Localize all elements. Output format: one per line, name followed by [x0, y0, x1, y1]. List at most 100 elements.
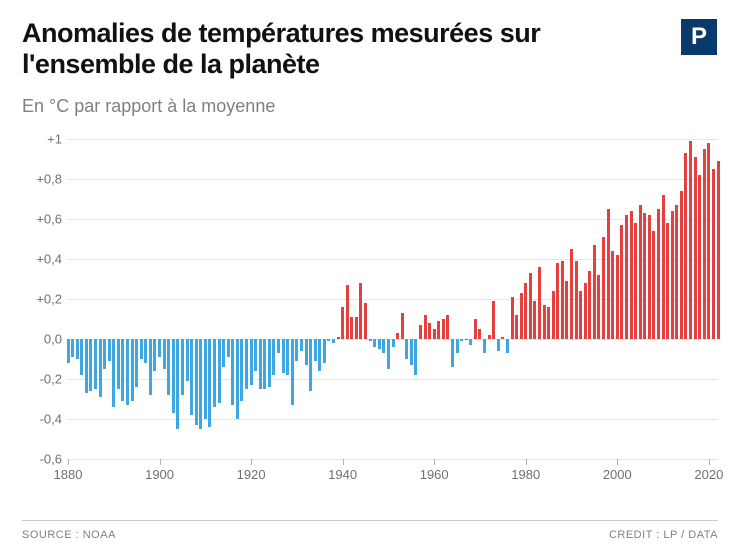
bar — [332, 339, 335, 343]
bar — [227, 339, 230, 357]
bar — [524, 283, 527, 339]
bar — [662, 195, 665, 339]
bar — [501, 337, 504, 339]
bar — [355, 317, 358, 339]
bar — [323, 339, 326, 363]
x-tick-label: 2020 — [694, 467, 723, 482]
bar — [80, 339, 83, 375]
bar — [67, 339, 70, 363]
bar — [144, 339, 147, 363]
bar — [588, 271, 591, 339]
bar — [607, 209, 610, 339]
bar — [584, 283, 587, 339]
bar — [364, 303, 367, 339]
bar — [341, 307, 344, 339]
bar — [492, 301, 495, 339]
bar — [103, 339, 106, 369]
bar — [643, 213, 646, 339]
y-tick-label: -0,2 — [22, 372, 62, 387]
bar — [199, 339, 202, 429]
bar — [135, 339, 138, 387]
bar — [460, 339, 463, 341]
x-tick-mark — [617, 459, 618, 465]
bar — [593, 245, 596, 339]
bar — [112, 339, 115, 407]
bar — [630, 211, 633, 339]
y-tick-label: -0,6 — [22, 452, 62, 467]
bar — [620, 225, 623, 339]
bar — [382, 339, 385, 353]
bar — [446, 315, 449, 339]
bar — [575, 261, 578, 339]
x-tick-mark — [709, 459, 710, 465]
bar — [424, 315, 427, 339]
bar — [218, 339, 221, 403]
bar — [488, 335, 491, 339]
footer: SOURCE : NOAA CREDIT : LP / DATA — [22, 520, 718, 541]
bar — [282, 339, 285, 373]
bar — [483, 339, 486, 353]
x-axis: 18801900192019401960198020002020 — [68, 459, 718, 489]
bar — [99, 339, 102, 397]
bar — [511, 297, 514, 339]
bar — [442, 319, 445, 339]
y-tick-label: -0,4 — [22, 412, 62, 427]
bar — [671, 211, 674, 339]
bar — [245, 339, 248, 389]
bar — [176, 339, 179, 429]
bar — [428, 323, 431, 339]
bar — [369, 339, 372, 341]
bar — [181, 339, 184, 395]
bar — [602, 237, 605, 339]
bar — [497, 339, 500, 351]
x-tick-mark — [526, 459, 527, 465]
bar — [579, 291, 582, 339]
bar — [405, 339, 408, 359]
brand-logo: P — [680, 18, 718, 56]
bar — [300, 339, 303, 351]
bar — [652, 231, 655, 339]
y-tick-label: +0,8 — [22, 172, 62, 187]
bar — [268, 339, 271, 387]
bar — [387, 339, 390, 369]
bar — [565, 281, 568, 339]
credit-text: CREDIT : LP / DATA — [609, 529, 718, 541]
bar — [703, 149, 706, 339]
bar — [437, 321, 440, 339]
bar — [684, 153, 687, 339]
bar — [616, 255, 619, 339]
bar — [94, 339, 97, 389]
bar — [167, 339, 170, 395]
bar — [236, 339, 239, 419]
source-text: SOURCE : NOAA — [22, 529, 116, 541]
bar — [291, 339, 294, 405]
bar — [337, 337, 340, 339]
bar — [451, 339, 454, 367]
bar — [533, 301, 536, 339]
chart-title: Anomalies de températures mesurées sur l… — [22, 18, 642, 80]
x-tick-label: 1980 — [511, 467, 540, 482]
bar — [373, 339, 376, 347]
bar — [401, 313, 404, 339]
bar — [698, 175, 701, 339]
bar — [666, 223, 669, 339]
bar — [346, 285, 349, 339]
bar — [318, 339, 321, 371]
bar — [240, 339, 243, 401]
bar — [689, 141, 692, 339]
bar — [456, 339, 459, 353]
bar — [204, 339, 207, 419]
bar — [543, 305, 546, 339]
bar — [250, 339, 253, 385]
chart-subtitle: En °C par rapport à la moyenne — [22, 96, 718, 117]
bar — [254, 339, 257, 371]
bar — [433, 329, 436, 339]
bar — [131, 339, 134, 401]
x-tick-mark — [434, 459, 435, 465]
bar — [195, 339, 198, 425]
bar — [648, 215, 651, 339]
bar — [327, 339, 330, 341]
x-tick-label: 2000 — [603, 467, 632, 482]
y-tick-label: +0,4 — [22, 252, 62, 267]
bar — [410, 339, 413, 365]
